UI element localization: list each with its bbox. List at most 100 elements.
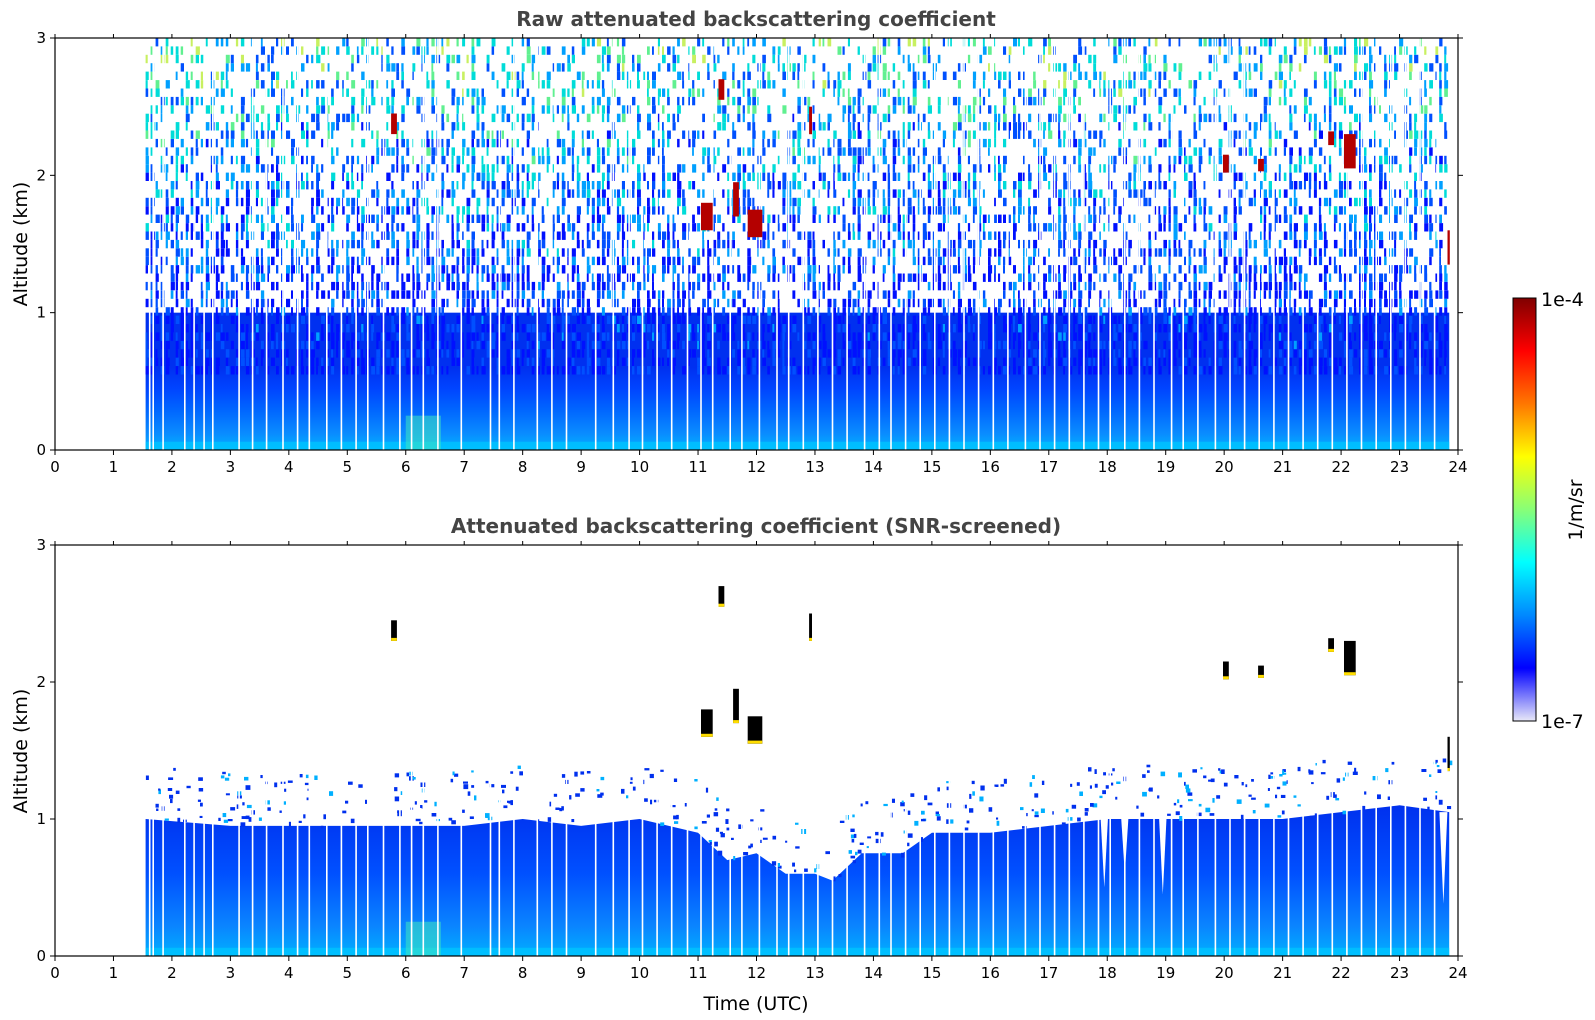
cloud-patch	[718, 586, 725, 607]
x-tick-label: 15	[922, 964, 941, 982]
y-axis: 0 1 2 3	[36, 536, 1463, 965]
x-tick-label: 4	[284, 964, 294, 982]
cloud-edge	[701, 733, 713, 737]
cloud-edge	[1223, 676, 1229, 680]
x-tick-label: 10	[630, 458, 649, 476]
x-tick-label: 17	[1039, 964, 1058, 982]
cloud-layers	[391, 586, 1450, 772]
snr-screened-panel: Attenuated backscattering coefficient (S…	[10, 514, 1468, 1015]
cloud-patch	[718, 79, 725, 100]
surface-layer	[145, 947, 1450, 956]
x-axis-label: Time (UTC)	[702, 993, 808, 1015]
y-tick-label: 0	[36, 441, 46, 459]
y-axis-label: Altitude (km)	[10, 689, 32, 814]
colorbar: 1e-4 1e-7 1/m/sr	[1512, 289, 1587, 733]
x-tick-label: 18	[1098, 458, 1117, 476]
cloud-edge	[718, 603, 725, 607]
x-tick-label: 11	[688, 964, 707, 982]
x-tick-label: 6	[401, 458, 411, 476]
noise-speckle	[145, 38, 1449, 375]
data-gaps	[148, 545, 1436, 956]
cloud-patch	[1223, 154, 1229, 173]
x-axis: 0 1 2 3 4 5 6 7 8 9 10 11 12 13 14 15 16 17 18 19 20 21 22 23 24	[50, 541, 1468, 982]
x-tick-label: 13	[805, 458, 824, 476]
x-tick-label: 0	[50, 964, 60, 982]
cloud-edge	[391, 637, 397, 641]
cloud-patch	[1344, 640, 1356, 676]
chart-title: Attenuated backscattering coefficient (S…	[451, 514, 1061, 538]
x-axis: 0 1 2 3 4 5 6 7 8 9 10 11 12 13 14 15 16 17 18 19 20 21 22 23 24	[50, 34, 1468, 476]
x-tick-label: 15	[922, 458, 941, 476]
x-tick-label: 12	[747, 964, 766, 982]
x-tick-label: 16	[981, 964, 1000, 982]
cloud-edge	[1328, 648, 1334, 652]
x-tick-label: 22	[1332, 964, 1351, 982]
x-tick-label: 3	[226, 964, 236, 982]
cloud-edge	[733, 720, 739, 724]
cloud-edge	[1258, 674, 1264, 678]
x-tick-label: 8	[518, 964, 528, 982]
cloud-patch	[747, 716, 763, 744]
x-tick-label: 23	[1390, 458, 1409, 476]
colorbar-gradient	[1512, 297, 1537, 722]
colorbar-min-label: 1e-7	[1541, 711, 1584, 733]
x-tick-label: 14	[864, 458, 883, 476]
x-tick-label: 16	[981, 458, 1000, 476]
screened-dip	[1158, 812, 1167, 895]
x-tick-label: 24	[1448, 458, 1467, 476]
cloud-patch	[701, 709, 713, 737]
cloud-patch	[1447, 230, 1450, 265]
x-tick-label: 9	[576, 964, 586, 982]
cloud-patch	[391, 113, 397, 135]
x-tick-label: 20	[1215, 964, 1234, 982]
x-tick-label: 22	[1332, 458, 1351, 476]
cloud-patch	[809, 613, 812, 641]
surface-layer	[145, 441, 1450, 450]
x-tick-label: 11	[688, 458, 707, 476]
x-tick-label: 5	[343, 458, 353, 476]
x-tick-label: 18	[1098, 964, 1117, 982]
y-tick-label: 0	[36, 947, 46, 965]
cloud-patch	[733, 182, 739, 217]
x-tick-label: 17	[1039, 458, 1058, 476]
screened-dip	[1100, 812, 1109, 888]
x-tick-label: 5	[343, 964, 353, 982]
x-tick-label: 0	[50, 458, 60, 476]
x-tick-label: 7	[459, 964, 469, 982]
x-tick-label: 21	[1273, 458, 1292, 476]
x-tick-label: 13	[805, 964, 824, 982]
x-tick-label: 24	[1448, 964, 1467, 982]
cloud-patch	[1344, 134, 1356, 169]
cloud-edge	[1344, 672, 1356, 676]
x-tick-label: 2	[167, 458, 177, 476]
x-tick-label: 4	[284, 458, 294, 476]
screened-dip	[1439, 812, 1448, 904]
cloud-patch	[701, 202, 713, 231]
cloud-patch	[809, 106, 812, 135]
x-tick-label: 1	[109, 964, 119, 982]
x-tick-label: 6	[401, 964, 411, 982]
x-tick-label: 23	[1390, 964, 1409, 982]
cloud-patch	[733, 688, 739, 724]
chart-title: Raw attenuated backscattering coefficien…	[516, 7, 996, 31]
y-tick-label: 1	[36, 810, 46, 828]
x-tick-label: 8	[518, 458, 528, 476]
x-tick-label: 12	[747, 458, 766, 476]
raw-backscatter-panel: Raw attenuated backscattering coefficien…	[10, 7, 1468, 476]
cloud-edge	[747, 740, 763, 744]
x-tick-label: 19	[1156, 964, 1175, 982]
cloud-patch	[747, 209, 763, 238]
x-tick-label: 21	[1273, 964, 1292, 982]
x-tick-label: 10	[630, 964, 649, 982]
x-tick-label: 1	[109, 458, 119, 476]
heatmap-field	[145, 38, 1450, 450]
cloud-patch	[1328, 131, 1334, 146]
x-tick-label: 3	[226, 458, 236, 476]
cloud-edge	[809, 637, 812, 641]
y-tick-label: 2	[36, 673, 46, 691]
x-tick-label: 7	[459, 458, 469, 476]
data-gaps	[148, 38, 1436, 450]
y-tick-label: 2	[36, 166, 46, 184]
x-tick-label: 9	[576, 458, 586, 476]
